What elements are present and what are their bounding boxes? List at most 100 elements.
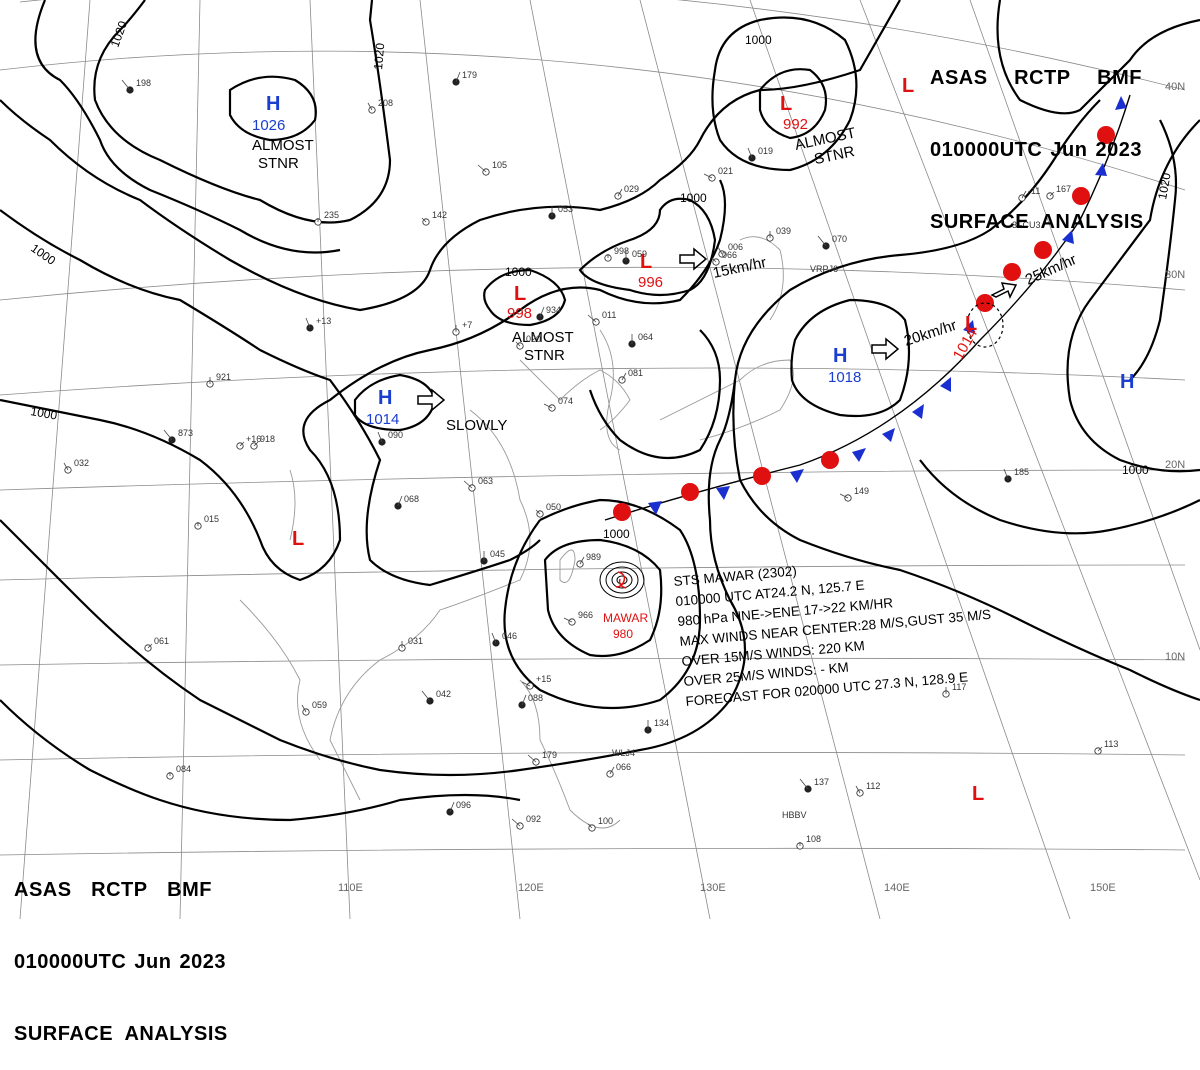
wind-barb <box>799 778 809 790</box>
pressure-value: 1014 <box>366 411 399 428</box>
station-value: +7 <box>462 320 472 330</box>
axis-labels: 110E 120E 130E 140E 150E 40N 30N 20N 10N <box>338 81 1185 894</box>
station-value: 137 <box>814 777 829 787</box>
wind-barb <box>535 509 541 515</box>
longitude-label: 150E <box>1090 882 1116 894</box>
wind-barb <box>63 462 69 471</box>
pressure-value: 996 <box>638 274 663 291</box>
header-product: ASAS <box>14 879 72 901</box>
storm-label: MAWAR 980 <box>603 611 648 641</box>
station-plots: 198 208 235 179 105 142 053 029 021 019 039 167 070 0… <box>63 70 1118 850</box>
isobar-label: 1000 <box>745 33 772 47</box>
wind-barb <box>477 164 487 173</box>
wind-barb <box>563 617 573 623</box>
front-line <box>604 94 1131 521</box>
wind-barb <box>397 495 403 507</box>
station-value: 015 <box>204 514 219 524</box>
wind-barb <box>491 632 497 644</box>
high-marker: H <box>1120 371 1134 393</box>
station-value: 108 <box>806 834 821 844</box>
station-value: 117 <box>952 682 966 692</box>
station-value: 053 <box>558 204 573 214</box>
pressure-value: 992 <box>783 116 808 133</box>
station-value: 059 <box>632 249 647 259</box>
station-value: 090 <box>388 430 403 440</box>
weather-map: 1020 1020 1000 1000 1000 1000 1000 1000 … <box>0 0 1200 919</box>
typhoon-mawar <box>599 561 645 599</box>
latitude-label: 10N <box>1165 651 1185 663</box>
station-value: 088 <box>528 693 543 703</box>
wind-barb <box>521 681 531 687</box>
station-value: 198 <box>136 78 151 88</box>
station-value: 092 <box>526 814 541 824</box>
station-value: 042 <box>436 689 451 699</box>
isobar-label: 1000 <box>603 527 630 541</box>
isobars <box>0 0 1200 822</box>
station-value: 032 <box>74 458 89 468</box>
high-marker: H <box>378 387 392 409</box>
header-code: BMF <box>1097 67 1142 89</box>
high-marker: H <box>833 345 847 367</box>
latitude-label: 40N <box>1165 81 1185 93</box>
station-value: 045 <box>490 549 505 559</box>
wind-barb <box>455 71 461 83</box>
motion-label: 15km/hr <box>711 254 768 282</box>
header-month: Jun <box>1050 139 1088 161</box>
header-title: SURFACE ANALYSIS <box>930 211 1144 233</box>
wind-barb <box>1097 746 1103 752</box>
storm-name: MAWAR <box>603 611 648 625</box>
station-value: 029 <box>624 184 639 194</box>
wind-barb <box>579 556 585 565</box>
header-title: SURFACE ANALYSIS <box>14 1023 228 1045</box>
wind-barb <box>747 147 753 159</box>
pressure-values: 1026 992 996 998 1014 1018 1014 <box>252 116 981 428</box>
longitude-label: 120E <box>518 882 544 894</box>
station-value: 068 <box>404 494 419 504</box>
motion-arrows <box>417 247 1018 412</box>
header-year: 2023 <box>179 951 226 973</box>
wind-barb <box>839 493 849 499</box>
station-value: 235 <box>324 210 339 220</box>
note-line-2: STNR <box>258 155 299 172</box>
station-value: 039 <box>776 226 791 236</box>
wind-barb <box>587 314 597 323</box>
station-value: 070 <box>832 234 847 244</box>
header-time: 010000UTC <box>930 139 1043 161</box>
pressure-systems: H L L L H H L H L L L <box>266 75 1134 805</box>
longitude-label: 130E <box>700 882 726 894</box>
coastlines <box>239 236 794 829</box>
header-year: 2023 <box>1095 139 1142 161</box>
header-top-right: ASAS RCTP BMF 010000UTC Jun 2023 SURFACE ANA… <box>930 18 1144 258</box>
wind-barb <box>609 766 615 775</box>
isobar-label: 1020 <box>1155 171 1173 200</box>
station-value: 046 <box>502 631 517 641</box>
wind-barb <box>521 694 527 706</box>
header-product: ASAS <box>930 67 988 89</box>
header-time: 010000UTC <box>14 951 127 973</box>
station-value: 208 <box>378 98 393 108</box>
station-value: 019 <box>758 146 773 156</box>
note-line-1: ALMOST <box>252 137 314 154</box>
station-id: HBBV <box>782 810 807 820</box>
wind-barb <box>1049 191 1055 197</box>
wind-barb <box>527 754 537 763</box>
low-marker: L <box>902 75 914 97</box>
wind-barb <box>147 643 153 649</box>
station-value: 020 <box>526 334 541 344</box>
low-marker: L <box>780 93 792 115</box>
low-marker: L <box>965 313 977 335</box>
station-value: 134 <box>654 718 669 728</box>
station-value: 096 <box>456 800 471 810</box>
wind-barb <box>1021 190 1027 199</box>
wind-barb <box>1003 468 1009 480</box>
wind-barb <box>305 317 311 329</box>
high-marker: H <box>266 93 280 115</box>
station-value: 873 <box>178 428 193 438</box>
station-id: VRPJ6 <box>810 264 838 274</box>
station-value: 084 <box>176 764 191 774</box>
wind-barb <box>421 217 427 223</box>
station-value: 185 <box>1014 467 1029 477</box>
isobar-label: 1000 <box>680 191 707 205</box>
